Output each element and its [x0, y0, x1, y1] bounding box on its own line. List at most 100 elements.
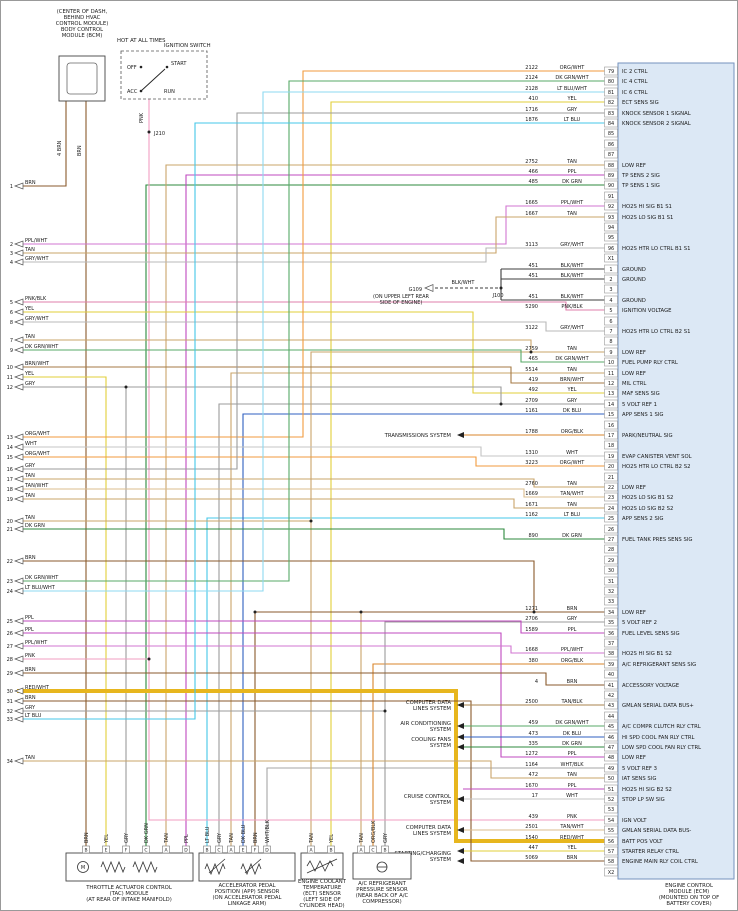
wire-color-label: PNK/BLK — [561, 304, 583, 310]
switch-contact — [139, 65, 143, 69]
pin-number: 27 — [608, 537, 614, 543]
circuit-number: 1164 — [525, 762, 538, 768]
pin-box — [604, 576, 618, 586]
off-page-arrow-icon — [14, 697, 24, 705]
system-annotation: TRANSMISSIONS SYSTEM — [384, 432, 464, 439]
wire-pnk — [148, 99, 605, 821]
pin-letter: B — [329, 848, 332, 854]
wire-color-label: TAN/WHT — [559, 824, 584, 830]
wire-color-label: WHT — [566, 793, 579, 799]
pin-box — [82, 845, 90, 854]
pin-box — [604, 316, 618, 326]
ecm-pin-row-2: 451 BLK/WHT 2 GROUND — [528, 273, 646, 284]
wire-lt-blu-wht — [17, 91, 605, 592]
stub-wire-color: TAN — [24, 473, 35, 479]
pin-box — [604, 97, 618, 107]
ecm-pin-row-91: 91 — [604, 191, 618, 201]
pin-number: 31 — [608, 579, 614, 585]
wire-color-label: DK GRN — [562, 741, 582, 747]
pin-number: 37 — [608, 641, 614, 647]
pin-box — [604, 659, 618, 669]
left-connector-stub-18: 18 TAN/WHT — [7, 483, 50, 493]
annotation-text: COOLING FANS — [411, 737, 451, 743]
pin-wire-color: DK BLU — [241, 824, 247, 843]
circuit-number: 439 — [528, 814, 538, 820]
circuit-number: 410 — [528, 96, 538, 102]
pin-box — [604, 368, 618, 378]
wire-color-label: BRN/WHT — [560, 377, 585, 383]
pin-box — [604, 243, 618, 253]
pin-number: 33 — [608, 599, 614, 605]
pin-box — [102, 845, 110, 854]
ecm-pin-row-92: 1665 PPL/WHT 92 HO2S HI SIG B1 S1 — [525, 200, 672, 211]
pin-function-label: GROUND — [622, 277, 646, 283]
component-caption: (AT REAR OF INTAKE MANIFOLD) — [86, 897, 172, 903]
pin-function-label: HO2S HTR LO CTRL B2 S2 — [622, 464, 690, 470]
stub-number: 1 — [10, 184, 13, 190]
wire-color-label: ORG/WHT — [560, 460, 586, 466]
wire-color-label: PPL — [568, 169, 577, 175]
resistor-symbol — [132, 860, 158, 874]
wire-dk-blu — [242, 413, 605, 853]
wire-color-label: TAN — [566, 772, 577, 778]
pin-letter: F — [125, 848, 128, 854]
junction-j210-label: J210 — [153, 131, 165, 137]
wire-tan — [17, 216, 605, 254]
left-connector-stub-28: 28 PNK — [7, 653, 36, 663]
annotation-text: LINES SYSTEM — [413, 831, 451, 837]
pin-number: 28 — [608, 547, 614, 553]
wire-tan-wht — [17, 488, 605, 498]
pin-function-label: FUEL PUMP RLY CTRL — [622, 360, 678, 366]
pin-function-label: LOW REF — [622, 350, 646, 356]
stub-wire-color: PPL/WHT — [25, 640, 48, 646]
off-page-arrow-icon — [14, 655, 24, 663]
pin-function-label: 5 VOLT REF 1 — [622, 402, 657, 408]
wire-ppl — [17, 632, 605, 758]
stub-wire-color: PPL — [25, 627, 34, 633]
pin-function-label: IAT SENS SIG — [622, 776, 656, 782]
wire-org-wht — [17, 70, 605, 438]
off-page-arrow-icon — [14, 363, 24, 371]
ground-wire-color: BLK/WHT — [452, 280, 476, 286]
stub-wire-color: PNK — [25, 653, 36, 659]
wire-color-label: ORG/BLK — [561, 658, 584, 664]
pin-number: 34 — [608, 610, 614, 616]
pin-box — [122, 845, 130, 854]
pin-box — [604, 399, 618, 409]
pin-box — [142, 845, 150, 854]
pin-number: 19 — [608, 454, 614, 460]
pin-box — [604, 76, 618, 86]
ecm-pin-row-31: 31 — [604, 576, 618, 586]
ecm-pin-row-52: 17 WHT 52 STOP LP SW SIG — [532, 793, 665, 804]
pin-number: 90 — [608, 183, 614, 189]
junction-dot — [309, 519, 313, 523]
component-caption: ENGINE COOLANT — [298, 879, 347, 885]
pin-function-label: LOW REF — [622, 755, 646, 761]
ecm-pin-row-13: 492 YEL 13 MAF SENS SIG — [528, 387, 660, 398]
pin-box — [604, 87, 618, 97]
stub-number: 15 — [7, 455, 13, 461]
wire-color-label: PPL/WHT — [561, 647, 584, 653]
pin-box — [604, 607, 618, 617]
circuit-number: 3223 — [525, 460, 538, 466]
left-connector-stub-13: 13 ORG/WHT — [7, 431, 51, 441]
ecm-pin-row-24: 1671 TAN 24 HO2S LO SIG B2 S2 — [525, 502, 673, 513]
pin-box — [604, 253, 618, 263]
annotation-text: AIR CONDITIONING — [400, 721, 451, 727]
wire-gry — [218, 403, 605, 853]
pin-box — [604, 451, 618, 461]
wire-color-label: PPL — [568, 751, 577, 757]
annotation-text: CRUISE CONTROL — [404, 794, 451, 800]
ecm-caption: ENGINE CONTROL — [665, 883, 713, 889]
left-connector-stub-25: 25 PPL — [7, 615, 34, 625]
stub-number: 9 — [10, 348, 13, 354]
ecm-pin-row-X2: X2 — [604, 867, 618, 877]
left-connector-stub-17: 17 TAN — [7, 473, 35, 483]
pin-number: 8 — [609, 339, 612, 345]
off-page-arrow-icon — [14, 642, 24, 650]
ecm-pin-row-18: 18 — [604, 440, 618, 450]
circuit-number: 17 — [532, 793, 538, 799]
stub-number: 28 — [7, 657, 13, 663]
circuit-number: 4 — [535, 679, 538, 685]
circuit-number: 380 — [528, 658, 538, 664]
